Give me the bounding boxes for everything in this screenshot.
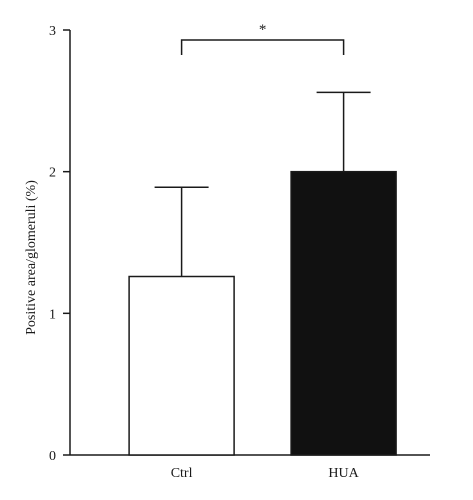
y-axis-label: Positive area/glomeruli (%) [24,180,39,335]
y-tick-label: 1 [49,307,56,322]
bar-ctrl [128,275,235,456]
y-tick-label: 3 [49,24,56,39]
y-tick-label: 2 [49,166,56,181]
y-tick-label: 0 [49,449,56,464]
x-tick-label-ctrl: Ctrl [171,466,193,481]
significance-label: * [259,22,267,38]
bar-hua [290,170,397,456]
significance-bracket [180,39,345,55]
error-bars [154,91,371,277]
y-axis-label-group: Positive area/glomeruli (%) [24,180,39,335]
bars [128,170,397,456]
x-tick-label-hua: HUA [328,466,359,481]
y-ticks: 0 1 2 3 [49,24,70,464]
x-tick-labels: Ctrl HUA [171,466,360,481]
significance-annotation: * [180,22,345,55]
